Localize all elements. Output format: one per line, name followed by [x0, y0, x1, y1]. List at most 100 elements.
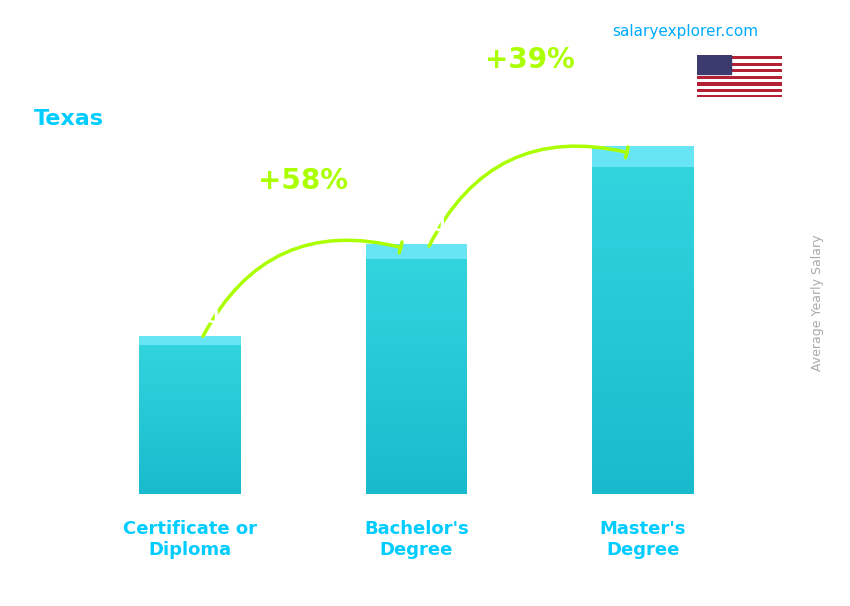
Text: 137,000 USD: 137,000 USD: [582, 120, 703, 138]
Bar: [592, 418, 694, 424]
Bar: [139, 468, 241, 471]
Bar: [366, 444, 468, 449]
Bar: [366, 384, 468, 389]
Bar: [592, 424, 694, 431]
Bar: [366, 339, 468, 344]
Bar: [592, 410, 694, 418]
Text: 98,700 USD: 98,700 USD: [362, 217, 471, 235]
Text: 62,400 USD: 62,400 USD: [136, 309, 245, 327]
Bar: [697, 66, 782, 69]
Bar: [592, 292, 694, 299]
Bar: [697, 89, 782, 92]
Bar: [366, 244, 468, 259]
Bar: [592, 230, 694, 237]
Bar: [697, 82, 782, 85]
Bar: [366, 308, 468, 314]
Bar: [592, 161, 694, 167]
Bar: [139, 427, 241, 431]
Bar: [139, 402, 241, 405]
Text: Certificate or
Diploma: Certificate or Diploma: [123, 520, 258, 559]
Bar: [697, 76, 782, 79]
Bar: [139, 450, 241, 453]
Bar: [366, 328, 468, 334]
Bar: [139, 348, 241, 351]
Bar: [592, 404, 694, 410]
Bar: [697, 55, 731, 74]
Bar: [366, 414, 468, 419]
Bar: [366, 459, 468, 464]
Bar: [366, 244, 468, 248]
Bar: [139, 484, 241, 488]
Bar: [697, 79, 782, 82]
Bar: [592, 265, 694, 271]
Text: +58%: +58%: [258, 167, 348, 195]
Bar: [592, 251, 694, 258]
Bar: [592, 216, 694, 223]
Bar: [592, 320, 694, 327]
Bar: [366, 364, 468, 368]
Bar: [592, 167, 694, 175]
Text: +39%: +39%: [484, 45, 575, 73]
Bar: [139, 478, 241, 481]
Bar: [366, 334, 468, 339]
Text: Salary Comparison By Education: Salary Comparison By Education: [34, 24, 591, 53]
Bar: [139, 390, 241, 393]
Bar: [366, 474, 468, 479]
Bar: [139, 421, 241, 424]
Bar: [592, 258, 694, 265]
Bar: [366, 314, 468, 319]
Bar: [592, 327, 694, 334]
Bar: [366, 354, 468, 359]
Bar: [139, 361, 241, 364]
Bar: [139, 345, 241, 348]
Bar: [139, 374, 241, 377]
Bar: [139, 336, 241, 339]
Bar: [139, 367, 241, 370]
Bar: [366, 409, 468, 414]
Bar: [366, 268, 468, 274]
Bar: [592, 348, 694, 355]
Bar: [366, 248, 468, 253]
Bar: [592, 390, 694, 396]
Bar: [139, 437, 241, 440]
Bar: [592, 223, 694, 230]
Bar: [592, 181, 694, 188]
Bar: [592, 376, 694, 383]
Bar: [139, 443, 241, 447]
Bar: [366, 454, 468, 459]
Bar: [697, 62, 782, 66]
Bar: [592, 369, 694, 376]
Bar: [366, 288, 468, 294]
Bar: [592, 244, 694, 251]
Bar: [592, 237, 694, 244]
Bar: [697, 56, 782, 59]
Bar: [592, 431, 694, 438]
Bar: [366, 348, 468, 354]
Bar: [139, 447, 241, 450]
Bar: [139, 380, 241, 383]
Bar: [592, 279, 694, 285]
Bar: [592, 341, 694, 348]
Bar: [697, 69, 782, 73]
Bar: [139, 386, 241, 390]
Bar: [366, 264, 468, 268]
Bar: [697, 95, 782, 99]
Bar: [592, 452, 694, 459]
Bar: [139, 408, 241, 411]
Bar: [592, 202, 694, 209]
Bar: [592, 396, 694, 404]
Bar: [592, 313, 694, 320]
Bar: [366, 299, 468, 304]
Bar: [139, 342, 241, 345]
Bar: [139, 339, 241, 342]
Text: Texas: Texas: [34, 109, 104, 129]
Bar: [366, 324, 468, 328]
Bar: [592, 445, 694, 452]
Bar: [366, 259, 468, 264]
Bar: [139, 411, 241, 415]
Bar: [139, 415, 241, 418]
Bar: [592, 355, 694, 362]
Bar: [697, 92, 782, 95]
Bar: [592, 383, 694, 390]
Bar: [592, 195, 694, 202]
